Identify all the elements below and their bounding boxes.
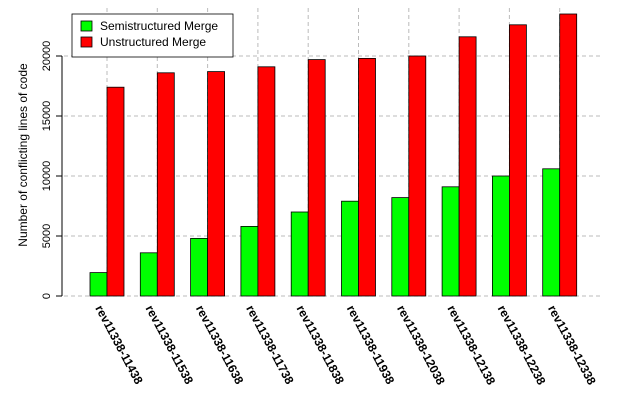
x-tick-label: rev11338-11538	[143, 303, 197, 387]
x-tick-label: rev11338-11638	[193, 303, 247, 387]
bar-semistructured	[391, 197, 410, 297]
bar-semistructured	[89, 272, 108, 297]
legend-box	[71, 13, 234, 58]
bar-unstructured	[307, 59, 326, 297]
x-axis: rev11338-11438rev11338-11538rev11338-116…	[92, 303, 599, 388]
x-tick-label: rev11338-12338	[545, 303, 599, 388]
bar-unstructured	[508, 24, 527, 297]
x-tick-label: rev11338-12038	[394, 303, 448, 388]
x-tick-label: rev11338-11438	[92, 303, 146, 387]
x-tick-label: rev11338-12138	[444, 303, 498, 388]
y-axis: 0 5000 10000 15000 20000	[41, 41, 63, 299]
legend: Semistructured Merge Unstructured Merge	[71, 13, 234, 58]
y-tick-label: 15000	[41, 101, 53, 132]
legend-swatch	[80, 20, 93, 32]
bar-semistructured	[542, 168, 561, 297]
y-tick-label: 10000	[41, 161, 53, 192]
legend-label: Semistructured Merge	[100, 19, 218, 33]
bar-unstructured	[358, 58, 376, 297]
bar-unstructured	[458, 36, 477, 297]
bar-semistructured	[341, 200, 359, 297]
y-tick-label: 0	[41, 293, 53, 299]
bar-unstructured	[559, 13, 578, 297]
bar-unstructured	[408, 55, 427, 297]
legend-label: Unstructured Merge	[100, 35, 206, 49]
x-tick-label: rev11338-11838	[294, 303, 348, 387]
bars	[89, 13, 578, 297]
x-tick-label: rev11338-12238	[495, 303, 549, 388]
bar-semistructured	[441, 186, 460, 297]
y-tick-label: 5000	[41, 224, 53, 248]
bar-semistructured	[190, 237, 209, 297]
bar-semistructured	[240, 225, 259, 297]
bar-unstructured	[156, 72, 175, 297]
y-tick-label: 20000	[41, 41, 53, 72]
bar-semistructured	[290, 211, 309, 297]
bar-unstructured	[106, 86, 125, 297]
bar-unstructured	[257, 66, 276, 297]
bar-semistructured	[491, 175, 510, 297]
legend-swatch	[80, 36, 93, 48]
y-axis-label: Number of conflicting lines of code	[16, 63, 30, 247]
bar-unstructured	[207, 71, 226, 297]
x-tick-label: rev11338-11938	[344, 303, 398, 387]
bar-semistructured	[139, 252, 158, 297]
x-tick-label: rev11338-11738	[243, 303, 297, 387]
